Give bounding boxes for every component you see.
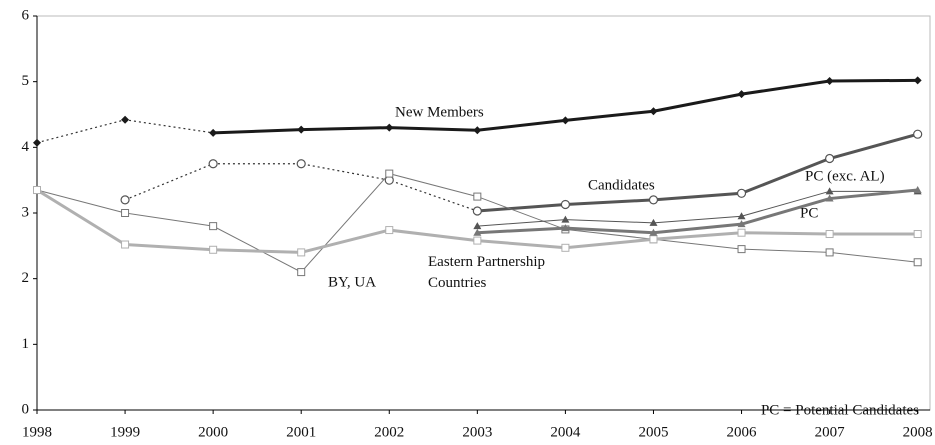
marker: [825, 77, 834, 86]
line-dotted: [124, 163, 478, 212]
marker: [736, 188, 747, 198]
marker: [33, 138, 41, 147]
line: [477, 190, 918, 227]
x-tick-label: 2007: [815, 424, 846, 440]
marker: [33, 186, 41, 195]
series-label: BY, UA: [328, 274, 376, 290]
x-tick-label: 2004: [550, 424, 581, 440]
x-tick-label: 2006: [727, 424, 758, 440]
marker: [121, 240, 130, 249]
marker: [649, 235, 658, 244]
marker: [648, 195, 659, 205]
series-label: PC: [800, 205, 818, 221]
marker: [913, 129, 923, 139]
marker: [737, 245, 746, 254]
line: [477, 188, 918, 235]
y-tick-label: 1: [22, 336, 30, 352]
line: [477, 132, 919, 213]
marker: [297, 248, 306, 257]
marker: [209, 128, 218, 137]
y-tick-label: 3: [22, 204, 30, 220]
marker: [473, 126, 482, 135]
marker: [913, 230, 922, 239]
marker: [385, 123, 394, 132]
marker: [649, 228, 658, 236]
x-tick-label: 1998: [22, 424, 52, 440]
marker: [649, 218, 658, 226]
marker: [825, 194, 834, 202]
marker: [561, 243, 570, 252]
marker: [913, 76, 922, 85]
plot-frame: [36, 15, 931, 411]
marker: [913, 186, 922, 194]
marker: [121, 209, 130, 217]
x-tick-label: 2008: [903, 424, 933, 440]
marker: [473, 222, 482, 230]
marker: [560, 199, 571, 210]
marker: [825, 248, 834, 257]
marker: [737, 90, 746, 99]
y-tick-label: 2: [22, 270, 30, 286]
x-tick-label: 2005: [638, 424, 668, 440]
x-tick-label: 2000: [198, 424, 228, 440]
marker: [561, 215, 570, 223]
series-label: New Members: [395, 104, 484, 120]
marker: [737, 212, 746, 220]
y-tick-label: 5: [22, 73, 30, 89]
marker: [209, 245, 218, 254]
marker: [473, 236, 482, 245]
series-label: Candidates: [588, 177, 655, 193]
marker: [913, 258, 922, 267]
marker: [561, 116, 570, 125]
marker: [297, 268, 306, 277]
marker: [473, 192, 482, 201]
note: PC = Potential Candidates: [761, 402, 919, 418]
marker: [209, 222, 218, 231]
marker: [121, 115, 130, 124]
marker: [825, 153, 835, 164]
marker: [473, 228, 482, 236]
marker: [208, 159, 218, 169]
line: [213, 78, 918, 135]
marker: [385, 226, 394, 235]
marker: [825, 187, 834, 195]
marker: [472, 206, 482, 216]
marker: [120, 195, 130, 205]
x-tick-label: 2003: [462, 424, 492, 440]
marker: [649, 107, 658, 116]
marker: [385, 169, 394, 178]
marker: [561, 224, 570, 232]
marker: [825, 230, 834, 239]
series-label: PC (exc. AL): [805, 168, 885, 184]
marker: [297, 125, 306, 134]
x-tick-label: 2002: [374, 424, 404, 440]
y-tick-label: 6: [22, 7, 30, 23]
y-tick-label: 4: [22, 139, 30, 155]
marker: [737, 228, 746, 237]
marker: [737, 220, 746, 228]
x-tick-label: 1999: [110, 424, 140, 440]
y-tick-label: 0: [22, 401, 30, 417]
x-tick-label: 2001: [286, 424, 316, 440]
series-label: Eastern Partnership Countries: [428, 254, 545, 291]
marker: [296, 159, 306, 169]
